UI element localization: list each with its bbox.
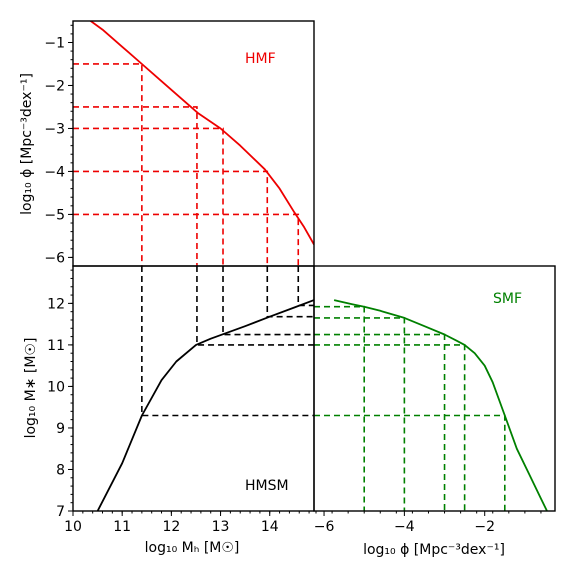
hmsm-guide-line [266, 266, 314, 318]
hmsm-x-tick-label: 11 [113, 519, 131, 535]
hmf-guide-line [73, 170, 269, 266]
smf-guide-line [314, 317, 406, 511]
hmsm-guide-line [196, 266, 314, 346]
hmsm-curve [96, 299, 314, 511]
hmsm-x-tick-label: 14 [261, 519, 279, 535]
hmf-y-tick-label: −6 [44, 250, 65, 266]
hmf-guide-line [73, 63, 143, 266]
hmsm-x-tick-label: 12 [162, 519, 180, 535]
hmsm-panel-label: HMSM [245, 478, 289, 494]
smf-x-axis-label: log₁₀ ϕ [Mpc⁻³dex⁻¹] [363, 542, 505, 558]
hmsm-guide-line [297, 266, 314, 307]
hmf-guide-line [73, 127, 224, 266]
hmsm-y-tick-label: 7 [56, 504, 65, 520]
smf-panel-frame [313, 265, 556, 512]
hmsm-x-axis-label: log₁₀ Mₕ [M☉] [145, 540, 240, 556]
hmf-y-tick-label: −1 [44, 35, 65, 51]
hmsm-x-tick-label: 10 [64, 519, 82, 535]
smf-guide-line [314, 414, 506, 511]
smf-x-tick-label: −2 [474, 519, 495, 535]
hmf-guide-line [73, 106, 198, 266]
guide-lines-layer [73, 63, 506, 511]
hmsm-y-tick-label: 11 [47, 338, 65, 354]
hmsm-y-tick-label: 10 [47, 379, 65, 395]
hmsm-panel-frame [72, 265, 315, 512]
hmf-guide-line [73, 213, 300, 266]
smf-guide-line [314, 333, 446, 511]
text-layer: HMF HMSM SMF log₁₀ Mₕ [M☉] log₁₀ ϕ [Mpc⁻… [19, 51, 522, 558]
hmf-y-tick-label: −4 [44, 164, 65, 180]
smf-curve [333, 299, 548, 511]
hmf-y-tick-label: −2 [44, 78, 65, 94]
hmf-curve [89, 21, 314, 245]
smf-x-tick-label: −6 [314, 519, 335, 535]
hmf-y-axis-label: log₁₀ ϕ [Mpc⁻³dex⁻¹] [19, 73, 35, 215]
hmsm-y-tick-label: 8 [56, 462, 65, 478]
curves-layer [89, 21, 548, 511]
smf-guide-line [314, 305, 366, 511]
axes-layer: −1 −2 −3 −4 −5 −6 7 8 9 10 11 12 10 11 12 13 14 −6 −4 −2 [44, 20, 556, 535]
hmsm-y-tick-label: 12 [47, 296, 65, 312]
smf-x-tick-label: −4 [394, 519, 415, 535]
hmf-y-tick-label: −3 [44, 121, 65, 137]
hmsm-guide-line [222, 266, 314, 336]
hmf-y-tick-label: −5 [44, 207, 65, 223]
hmf-panel-label: HMF [245, 51, 276, 67]
smf-guide-line [314, 344, 466, 511]
hmsm-x-tick-label: 13 [212, 519, 230, 535]
smf-panel-label: SMF [493, 291, 522, 307]
hmsm-y-tick-label: 9 [56, 421, 65, 437]
hmsm-y-axis-label: log₁₀ M∗ [M☉] [23, 338, 39, 439]
hmf-panel-frame [72, 20, 315, 267]
hmsm-guide-line [141, 266, 314, 417]
